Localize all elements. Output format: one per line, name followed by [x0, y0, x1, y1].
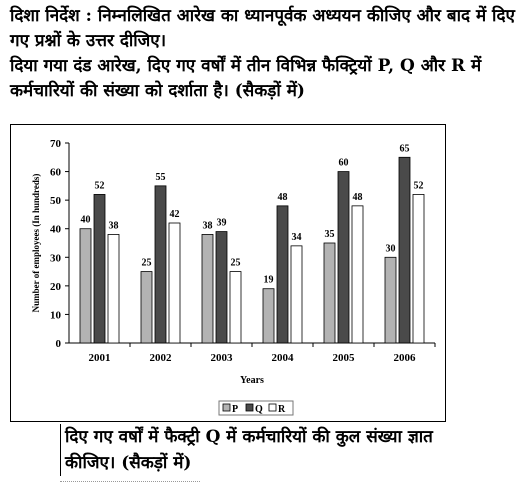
- bar-R-2005: [351, 205, 364, 344]
- data-label-Q-2004: 48: [278, 192, 288, 203]
- y-axis-label: Number of employees (In hundreds): [31, 174, 41, 313]
- directions-line-2: दिया गया दंड आरेख, दिए गए वर्षों में तीन…: [10, 56, 482, 101]
- bar-Q-2001: [93, 194, 106, 344]
- data-label-P-2006: 30: [386, 243, 396, 254]
- data-label-R-2006: 52: [414, 180, 424, 191]
- legend-swatch-Q: [245, 403, 254, 412]
- x-axis-label: Years: [240, 375, 264, 386]
- y-tick-label: 70: [50, 138, 62, 150]
- data-label-Q-2002: 55: [156, 172, 166, 183]
- data-label-Q-2001: 52: [95, 180, 105, 191]
- data-label-R-2004: 34: [292, 232, 302, 243]
- y-tick-label: 10: [50, 309, 62, 321]
- question-text: दिए गए वर्षों में फैक्ट्री Q में कर्मचार…: [60, 424, 465, 476]
- bar-P-2004: [262, 288, 275, 344]
- data-label-Q-2003: 39: [217, 218, 227, 229]
- bar-R-2001: [107, 234, 120, 344]
- bar-R-2003: [229, 271, 242, 344]
- x-tick-label: 2002: [150, 352, 173, 364]
- data-label-R-2005: 48: [353, 192, 363, 203]
- legend-label-R: R: [278, 404, 286, 415]
- y-tick-label: 50: [50, 195, 62, 207]
- legend-label-Q: Q: [255, 404, 263, 415]
- question-line: दिए गए वर्षों में फैक्ट्री Q में कर्मचार…: [65, 427, 433, 473]
- y-tick-label: 60: [50, 167, 62, 179]
- bar-P-2005: [323, 242, 336, 344]
- data-label-P-2003: 38: [203, 220, 213, 231]
- x-tick-label: 2001: [89, 352, 111, 364]
- bar-chart-frame: 0 10 20 30 40 50 60 70 Number of employees (In h…: [10, 124, 446, 422]
- x-tick-label: 2003: [211, 352, 234, 364]
- x-tick-label: 2004: [272, 352, 295, 364]
- directions-text: दिशा निर्देश : निम्नलिखित आरेख का ध्यानप…: [10, 4, 516, 104]
- bar-P-2006: [384, 256, 397, 344]
- legend-swatch-P: [222, 403, 231, 412]
- y-tick-label: 20: [50, 281, 62, 293]
- divider: [60, 481, 200, 482]
- data-label-Q-2006: 65: [400, 143, 410, 154]
- bar-R-2002: [168, 222, 181, 344]
- bar-R-2006: [412, 194, 425, 344]
- y-tick-label: 40: [50, 224, 62, 236]
- x-tick-label: 2005: [333, 352, 356, 364]
- data-label-Q-2005: 60: [339, 158, 349, 169]
- bar-Q-2003: [215, 231, 228, 344]
- directions-line-1: दिशा निर्देश : निम्नलिखित आरेख का ध्यानप…: [10, 6, 515, 51]
- legend-swatch-R: [268, 403, 277, 412]
- data-label-R-2003: 25: [231, 258, 241, 269]
- data-label-P-2004: 19: [264, 275, 274, 286]
- bar-Q-2002: [154, 185, 167, 344]
- bar-P-2002: [140, 271, 153, 344]
- data-label-R-2001: 38: [109, 220, 119, 231]
- legend-label-P: P: [232, 404, 238, 415]
- bar-R-2004: [290, 245, 303, 344]
- data-label-P-2001: 40: [81, 215, 91, 226]
- data-label-R-2002: 42: [170, 209, 180, 220]
- data-label-P-2005: 35: [325, 229, 335, 240]
- bar-P-2001: [79, 228, 92, 344]
- bar-Q-2005: [337, 171, 350, 344]
- y-tick-label: 30: [50, 252, 62, 264]
- x-tick-label: 2006: [394, 352, 417, 364]
- y-tick-label: 0: [56, 338, 62, 350]
- bar-Q-2004: [276, 205, 289, 344]
- bar-P-2003: [201, 234, 214, 344]
- bar-Q-2006: [398, 156, 411, 344]
- bar-chart: 0 10 20 30 40 50 60 70 Number of employees (In h…: [31, 138, 436, 416]
- data-label-P-2002: 25: [142, 258, 152, 269]
